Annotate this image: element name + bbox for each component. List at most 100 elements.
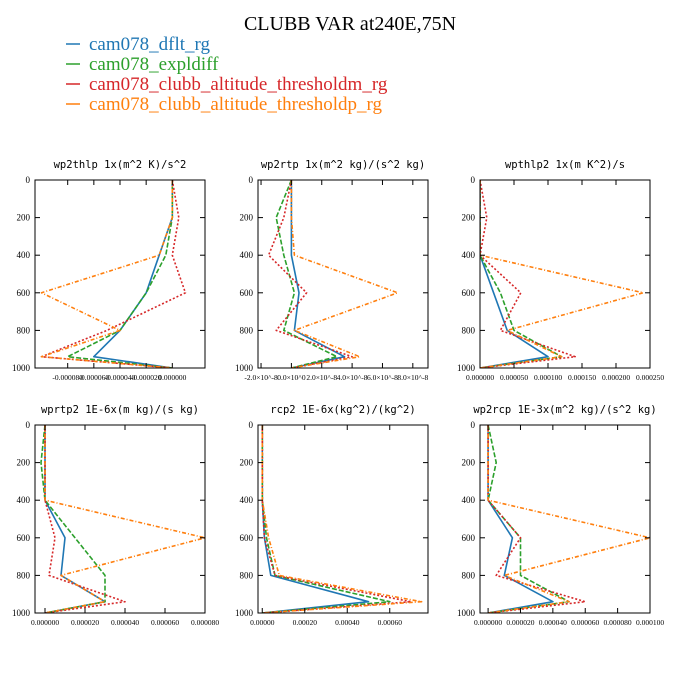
y-tick-label: 600 [240,533,254,543]
y-tick-label: 0 [471,420,476,430]
y-tick-label: 400 [240,495,254,505]
x-tick-label: 0.000080 [604,618,632,627]
x-tick-label: 0.00000 [250,618,275,627]
y-tick-label: 200 [240,213,254,223]
chart-panel: wprtp2 1E-6x(m kg)/(s kg) 0 200 400 600 800 10… [12,404,219,627]
series-line [480,180,645,368]
series-line [44,425,126,613]
x-tick-label: 0.000040 [111,618,139,627]
plot-frame [257,179,429,369]
y-tick-label: 600 [462,288,476,298]
series-line [290,180,346,368]
plot-frame [34,424,206,614]
series-line [487,425,650,613]
series-line [261,425,423,613]
y-tick-label: 600 [462,533,476,543]
y-tick-label: 400 [240,250,254,260]
series-line [40,180,174,368]
chart-panel: wp2rcp 1E-3x(m^2 kg)/(s^2 kg) 0 200 400 600 8… [457,404,664,627]
x-tick-label: 0.000050 [500,373,528,382]
chart-panel: wp2thlp 1x(m^2 K)/s^2 0 200 400 600 800 1000 -0… [12,159,206,382]
x-tick-label: 0.000060 [151,618,179,627]
legend-label: cam078_clubb_altitude_thresholdp_rg [89,94,383,115]
x-tick-label: 0.000250 [636,373,664,382]
y-tick-label: 200 [462,213,476,223]
chart-panel: wpthlp2 1x(m K^2)/s020040060080010000.00… [457,159,664,382]
series-line [290,180,399,368]
y-tick-label: 1000 [12,608,31,618]
chart-panel: rcp2 1E-6x(kg^2)/(kg^2) 0 200 400 600 800 1000… [235,404,429,627]
legend: cam078_dflt_rgcam078_expldiffcam078_club… [66,34,388,115]
y-tick-label: 600 [17,533,31,543]
y-tick-label: 800 [17,570,31,580]
x-tick-label: 0.000100 [534,373,562,382]
y-tick-label: 0 [249,420,254,430]
series-line [40,180,187,368]
chart-title: wprtp2 1E-6x(m kg)/(s kg) [41,404,199,416]
y-tick-label: 600 [17,288,31,298]
x-tick-label: 0.000020 [71,618,99,627]
legend-label: cam078_clubb_altitude_thresholdm_rg [89,74,388,95]
x-tick-label: 0.000100 [636,618,664,627]
y-tick-label: 1000 [457,363,476,373]
x-tick-label: 0.00060 [378,618,403,627]
series-line [480,180,577,368]
y-tick-label: 0 [26,175,31,185]
x-tick-label: 0.0×10^0 [277,373,306,382]
y-tick-label: 400 [17,250,31,260]
y-tick-label: 200 [462,458,476,468]
y-tick-label: 1000 [12,363,31,373]
series-line [44,425,106,613]
chart-title: wp2rcp 1E-3x(m^2 kg)/(s^2 kg) [473,404,656,416]
panels: wp2thlp 1x(m^2 K)/s^2 0 200 400 600 800 1000 -0… [12,159,664,627]
y-tick-label: 800 [240,570,254,580]
y-tick-label: 200 [240,458,254,468]
x-tick-label: 6.0×10^-8 [367,373,398,382]
y-tick-label: 200 [17,458,31,468]
plot-frame [479,424,651,614]
series-line [93,180,174,368]
y-tick-label: 800 [462,325,476,335]
chart-title: rcp2 1E-6x(kg^2)/(kg^2) [270,404,415,416]
chart-title: wp2thlp 1x(m^2 K)/s^2 [54,159,187,171]
x-tick-label: 8.0×10^-8 [397,373,428,382]
chart-panel: wp2rtp 1x(m^2 kg)/(s^2 kg) 0 200 400 600 800 1… [235,159,429,382]
y-tick-label: 800 [17,325,31,335]
x-tick-label: 0.000000 [474,618,502,627]
x-tick-label: -0.000080 [52,373,83,382]
x-tick-label: 0.000150 [568,373,596,382]
y-tick-label: 600 [240,288,254,298]
x-tick-label: 0.000200 [602,373,630,382]
x-tick-label: 0.000020 [506,618,534,627]
y-tick-label: 0 [26,420,31,430]
plot-frame [257,424,429,614]
y-tick-label: 400 [462,495,476,505]
plot-frame [479,179,651,369]
x-tick-label: 0.00020 [293,618,318,627]
y-tick-label: 1000 [235,363,254,373]
x-tick-label: -2.0×10^-8 [244,373,278,382]
legend-label: cam078_dflt_rg [89,34,211,55]
x-tick-label: 0.000040 [539,618,567,627]
x-tick-label: 0.000000 [31,618,59,627]
series-line [480,180,549,368]
y-tick-label: 0 [249,175,254,185]
series-line [44,425,205,613]
x-tick-label: 0.000080 [191,618,219,627]
x-tick-label: 4.0×10^-8 [337,373,368,382]
y-tick-label: 400 [462,250,476,260]
y-tick-label: 1000 [457,608,476,618]
legend-label: cam078_expldiff [89,54,219,75]
y-tick-label: 800 [462,570,476,580]
series-line [40,425,106,613]
x-tick-label: -0.000020 [131,373,162,382]
series-line [261,425,412,613]
y-tick-label: 0 [471,175,476,185]
x-tick-label: 0.000000 [466,373,494,382]
series-line [267,180,353,368]
x-tick-label: 0.000060 [571,618,599,627]
y-tick-label: 1000 [235,608,254,618]
x-tick-label: -0.000040 [105,373,136,382]
series-line [487,425,554,613]
